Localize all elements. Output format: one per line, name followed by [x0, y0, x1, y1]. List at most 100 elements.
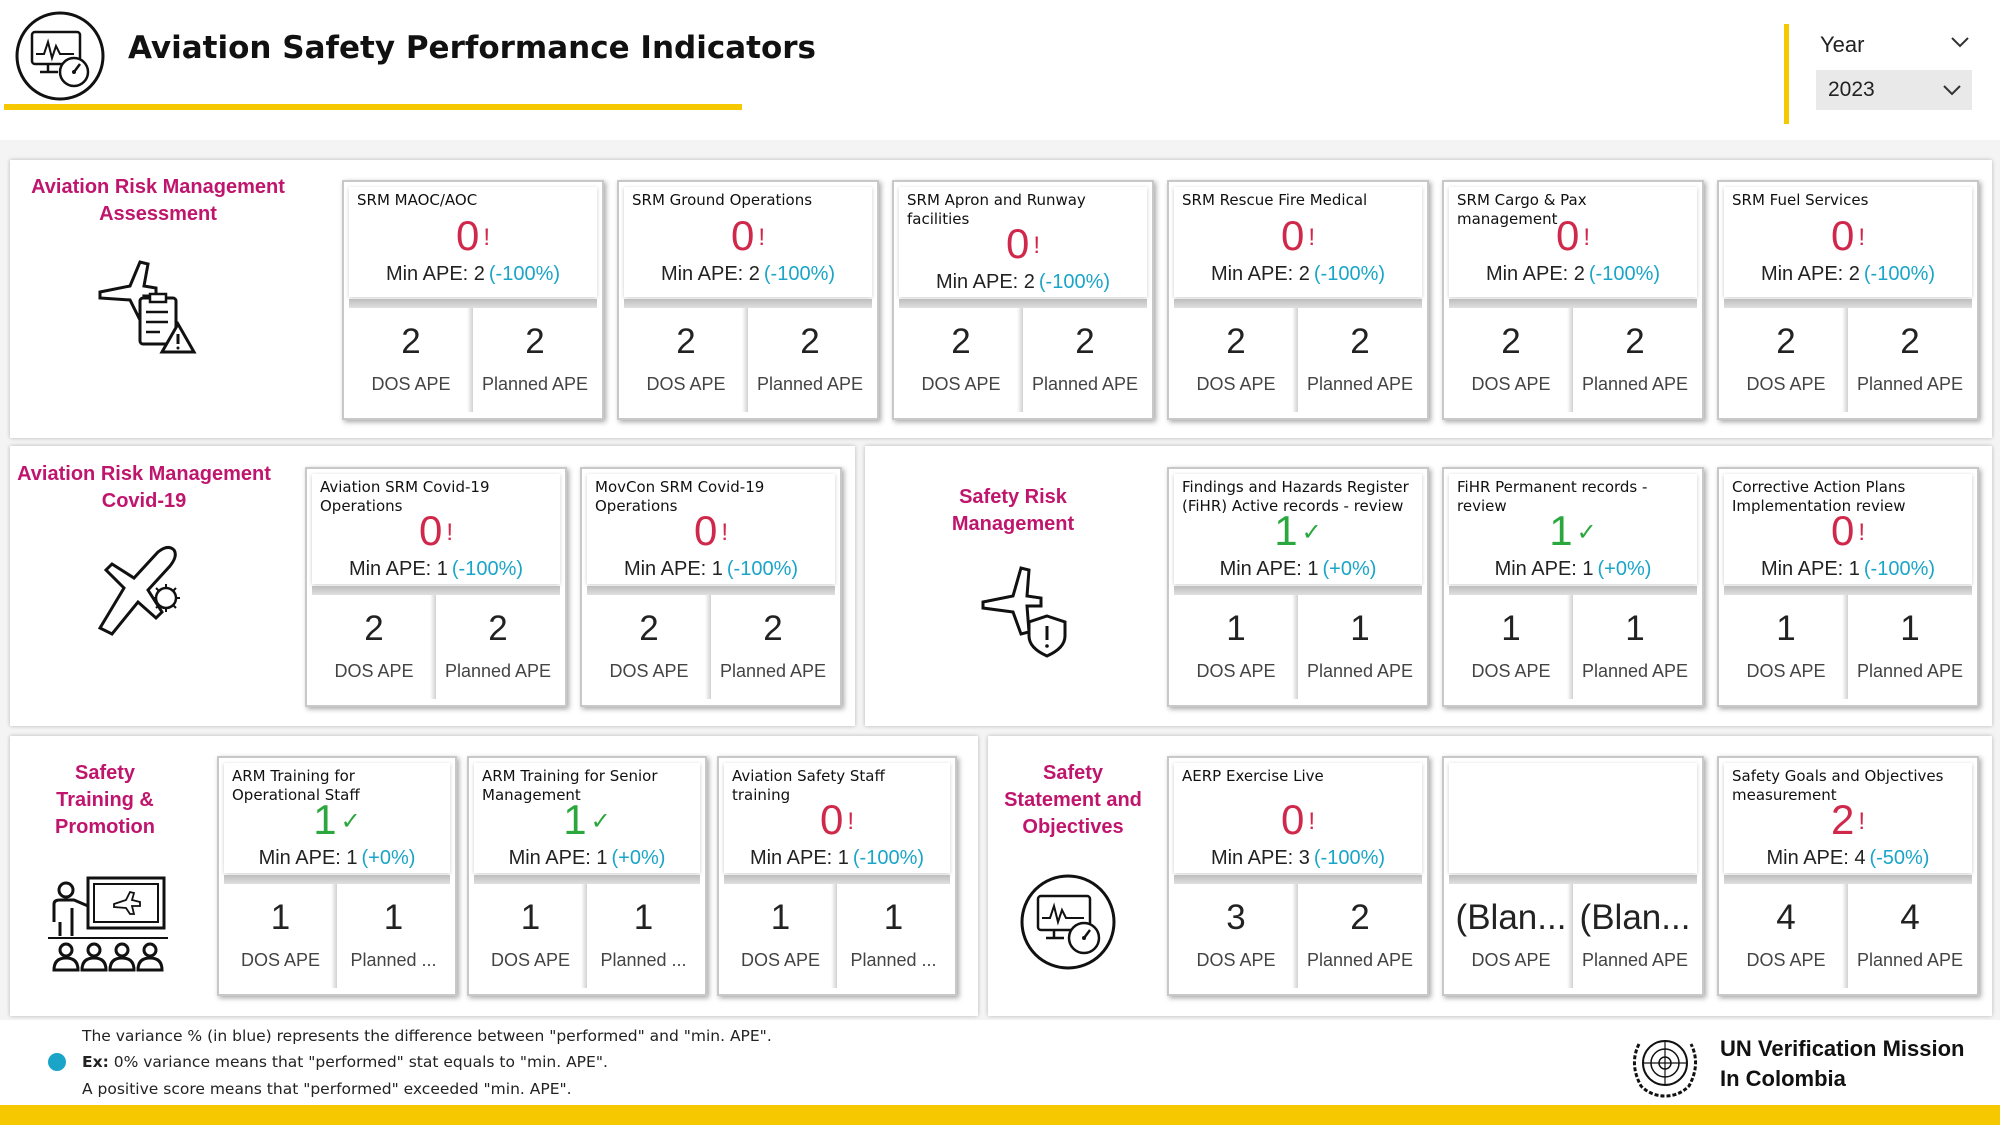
kpi-min-ape-text: Min APE: 2	[935, 271, 1035, 293]
kpi-planned-ape-value: 2	[800, 322, 820, 361]
kpi-card-divider	[1174, 875, 1422, 885]
kpi-card[interactable]: Corrective Action Plans Implementation r…	[1717, 467, 1979, 707]
kpi-card-title: MovCon SRM Covid-19 Operations	[595, 478, 765, 515]
kpi-planned-ape-label: Planned APE	[1581, 950, 1689, 970]
kpi-card-title: ARM Training for Operational Staff	[232, 767, 360, 804]
kpi-planned-ape-label: Planned APE	[444, 661, 552, 681]
kpi-min-ape-text: Min APE: 3	[1210, 847, 1310, 869]
kpi-min-ape: Min APE: 1 (+0%)	[474, 847, 700, 870]
kpi-dos-ape-label: DOS APE	[1196, 374, 1276, 394]
kpi-planned-ape-label: Planned APE	[756, 374, 864, 394]
kpi-card-header	[1449, 763, 1697, 873]
kpi-card[interactable]: AERP Exercise Live 0! Min APE: 3 (-100%) …	[1167, 756, 1429, 996]
kpi-card-header: SRM Fuel Services 0! Min APE: 2 (-100%)	[1724, 187, 1972, 297]
kpi-performed-value: 0!	[899, 221, 1147, 267]
kpi-planned-ape-value: 4	[1900, 898, 1920, 937]
kpi-planned-ape: 2 Planned APE	[1573, 308, 1697, 412]
kpi-min-ape-text: Min APE: 1	[258, 847, 358, 869]
kpi-card[interactable]: Aviation Safety Staff training 0! Min AP…	[717, 756, 957, 996]
kpi-performed-value: 0!	[624, 213, 872, 259]
kpi-performed-value	[1449, 797, 1697, 843]
kpi-planned-ape-value: 2	[1625, 322, 1645, 361]
kpi-performed-value: 2!	[1724, 797, 1972, 843]
kpi-card[interactable]: ARM Training for Operational Staff 1 ✓ Mi…	[217, 756, 457, 996]
footer-note-example-label: Ex:	[82, 1053, 109, 1071]
kpi-card-header: Aviation Safety Staff training 0! Min AP…	[724, 763, 950, 873]
kpi-card-divider	[349, 299, 597, 309]
kpi-card[interactable]: SRM Apron and Runway facilities 0! Min A…	[892, 180, 1154, 420]
kpi-performed-value: 0!	[312, 508, 560, 554]
kpi-min-ape: Min APE: 1 (+0%)	[1449, 558, 1697, 581]
kpi-dos-ape-value: 2	[401, 322, 421, 361]
kpi-card-divider	[224, 875, 450, 885]
kpi-card-header: SRM Cargo & Pax management 0! Min APE: 2…	[1449, 187, 1697, 297]
kpi-card[interactable]: (Blan... DOS APE (Blan... Planned APE	[1442, 756, 1704, 996]
kpi-card[interactable]: Findings and Hazards Register (FiHR) Act…	[1167, 467, 1429, 707]
kpi-status-icon: !	[483, 224, 491, 251]
kpi-card-divider	[624, 299, 872, 309]
kpi-performed-number: 0	[693, 507, 718, 554]
kpi-variance: (-100%)	[763, 263, 836, 285]
kpi-variance: (-100%)	[451, 558, 524, 580]
kpi-variance: (-50%)	[1869, 847, 1930, 869]
kpi-card-header: Corrective Action Plans Implementation r…	[1724, 474, 1972, 584]
kpi-dos-ape-value: 4	[1776, 898, 1796, 937]
kpi-variance: (-100%)	[1313, 847, 1386, 869]
kpi-planned-ape-label: Planned APE	[1306, 374, 1414, 394]
kpi-dos-ape: 2 DOS APE	[1449, 308, 1579, 412]
kpi-min-ape-text: Min APE: 1	[1494, 558, 1594, 580]
kpi-planned-ape: 2 Planned APE	[1848, 308, 1972, 412]
kpi-performed-value: 0!	[724, 797, 950, 843]
kpi-card-title: SRM Apron and Runway facilities	[907, 191, 1086, 228]
kpi-card[interactable]: SRM Rescue Fire Medical 0! Min APE: 2 (-1…	[1167, 180, 1429, 420]
kpi-card[interactable]: SRM Ground Operations 0! Min APE: 2 (-100…	[617, 180, 879, 420]
kpi-variance: (+0%)	[1597, 558, 1652, 580]
kpi-dos-ape-value: 1	[770, 898, 791, 937]
kpi-min-ape-text: Min APE: 4	[1766, 847, 1866, 869]
kpi-performed-value: 1 ✓	[224, 797, 450, 843]
kpi-card[interactable]: ARM Training for Senior Management 1 ✓ Mi…	[467, 756, 707, 996]
kpi-planned-ape-value: 1	[1350, 609, 1370, 648]
section-title-training: Safety Training & Promotion	[55, 762, 155, 838]
kpi-dos-ape-value: 1	[520, 898, 541, 937]
kpi-status-icon: !	[1308, 808, 1316, 835]
chevron-down-icon[interactable]	[1948, 30, 1972, 54]
kpi-card[interactable]: Safety Goals and Objectives measurement …	[1717, 756, 1979, 996]
kpi-dos-ape-label: DOS APE	[371, 374, 451, 394]
year-dropdown[interactable]: 2023	[1816, 70, 1972, 110]
kpi-planned-ape: 2 Planned APE	[1298, 884, 1422, 988]
kpi-card-divider	[1449, 299, 1697, 309]
kpi-min-ape-text: Min APE: 1	[508, 847, 608, 869]
kpi-min-ape: Min APE: 1 (+0%)	[224, 847, 450, 870]
kpi-min-ape	[1449, 847, 1697, 870]
kpi-dos-ape: 1 DOS APE	[724, 884, 843, 988]
org-name-line2: In Colombia	[1720, 1066, 1846, 1091]
kpi-performed-number: 1	[313, 796, 337, 843]
kpi-dos-ape-value: 2	[1501, 322, 1521, 361]
kpi-planned-ape-label: Planned ...	[850, 950, 937, 970]
kpi-card[interactable]: SRM Fuel Services 0! Min APE: 2 (-100%) 2…	[1717, 180, 1979, 420]
kpi-dos-ape-value: 2	[364, 609, 384, 648]
section-title-safety-risk: Safety Risk Management	[951, 486, 1075, 535]
kpi-card-divider	[1174, 586, 1422, 596]
kpi-variance: (-100%)	[1038, 271, 1111, 293]
kpi-planned-ape: (Blan... Planned APE	[1573, 884, 1697, 988]
kpi-dos-ape-value: 2	[1776, 322, 1796, 361]
kpi-performed-value: 0!	[587, 508, 835, 554]
kpi-card-header: FiHR Permanent records - review 1 ✓ Min A…	[1449, 474, 1697, 584]
kpi-min-ape-text: Min APE: 1	[1760, 558, 1860, 580]
kpi-card[interactable]: MovCon SRM Covid-19 Operations 0! Min AP…	[580, 467, 842, 707]
kpi-planned-ape: 2 Planned APE	[473, 308, 597, 412]
kpi-card[interactable]: SRM Cargo & Pax management 0! Min APE: 2…	[1442, 180, 1704, 420]
kpi-card-title: SRM Rescue Fire Medical	[1182, 191, 1368, 209]
kpi-status-icon: ✓	[1301, 519, 1322, 546]
kpi-card[interactable]: SRM MAOC/AOC 0! Min APE: 2 (-100%) 2 DOS …	[342, 180, 604, 420]
kpi-planned-ape: 1 Planned APE	[1848, 595, 1972, 699]
kpi-planned-ape: 1 Planned ...	[337, 884, 450, 988]
kpi-card-title: ARM Training for Senior Management	[482, 767, 658, 804]
footer-note-line3: A positive score means that "performed" …	[82, 1080, 572, 1098]
kpi-variance: (-100%)	[726, 558, 799, 580]
kpi-card[interactable]: FiHR Permanent records - review 1 ✓ Min A…	[1442, 467, 1704, 707]
kpi-card[interactable]: Aviation SRM Covid-19 Operations 0! Min …	[305, 467, 567, 707]
footer-note-line1: The variance % (in blue) represents the …	[82, 1027, 772, 1045]
